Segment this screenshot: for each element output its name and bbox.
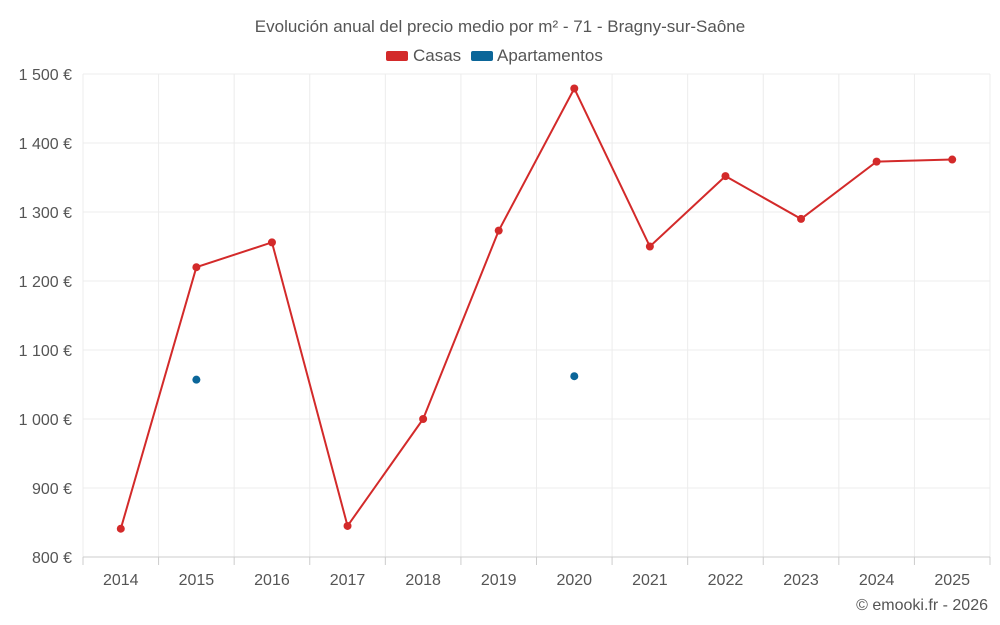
data-point-casas[interactable] (645, 242, 654, 251)
x-axis-labels: 2014 2015 2016 2017 2018 2019 2020 2021 2022 2023… (103, 572, 970, 589)
data-point-casas[interactable] (267, 238, 276, 247)
y-tick-label: 1 100 € (19, 343, 72, 360)
data-point-casas[interactable] (721, 172, 730, 181)
x-tick-label: 2023 (783, 572, 819, 589)
data-point-casas[interactable] (797, 214, 806, 223)
data-point-casas[interactable] (116, 524, 125, 533)
data-point-casas[interactable] (419, 415, 428, 423)
y-tick-label: 800 € (32, 550, 72, 567)
y-tick-label: 1 400 € (19, 136, 72, 153)
series (116, 84, 957, 533)
chart-title: Evolución anual del precio medio por m² … (255, 17, 745, 36)
legend-swatch-casas (386, 51, 408, 61)
x-tick-label: 2016 (254, 572, 290, 589)
axes (82, 556, 991, 565)
x-tick-label: 2017 (330, 572, 366, 589)
x-tick-label: 2022 (708, 572, 744, 589)
legend-item-casas[interactable]: Casas (386, 46, 461, 65)
y-tick-label: 1 000 € (19, 412, 72, 429)
x-tick-label: 2021 (632, 572, 668, 589)
legend-label-casas: Casas (413, 46, 461, 65)
y-tick-label: 1 200 € (19, 274, 72, 291)
data-point-casas[interactable] (570, 84, 579, 93)
legend-item-apartamentos[interactable]: Apartamentos (471, 46, 603, 65)
y-tick-label: 900 € (32, 481, 72, 498)
series-line-casas (119, 86, 953, 529)
data-point-casas[interactable] (192, 263, 201, 272)
x-tick-label: 2018 (405, 572, 441, 589)
x-tick-label: 2020 (556, 572, 592, 589)
x-tick-label: 2025 (934, 572, 970, 589)
grid (82, 73, 991, 557)
x-tick-label: 2019 (481, 572, 517, 589)
credit-text: © emooki.fr - 2026 (856, 597, 988, 614)
y-tick-label: 1 500 € (19, 67, 72, 84)
legend-swatch-apartamentos (471, 51, 493, 61)
y-tick-label: 1 300 € (19, 205, 72, 222)
data-point-apartamentos[interactable] (192, 375, 201, 384)
legend: Casas Apartamentos (386, 46, 603, 65)
data-point-casas[interactable] (343, 521, 352, 530)
data-point-apartamentos[interactable] (570, 372, 579, 381)
x-tick-label: 2024 (859, 572, 895, 589)
data-point-casas[interactable] (494, 226, 503, 235)
x-tick-label: 2015 (179, 572, 215, 589)
x-tick-label: 2014 (103, 572, 139, 589)
y-axis-labels: 800 € 900 € 1 000 € 1 100 € 1 200 € 1 300 € 1 … (19, 67, 72, 567)
legend-label-apartamentos: Apartamentos (497, 46, 603, 65)
data-point-casas[interactable] (948, 155, 957, 164)
data-point-casas[interactable] (872, 157, 881, 166)
